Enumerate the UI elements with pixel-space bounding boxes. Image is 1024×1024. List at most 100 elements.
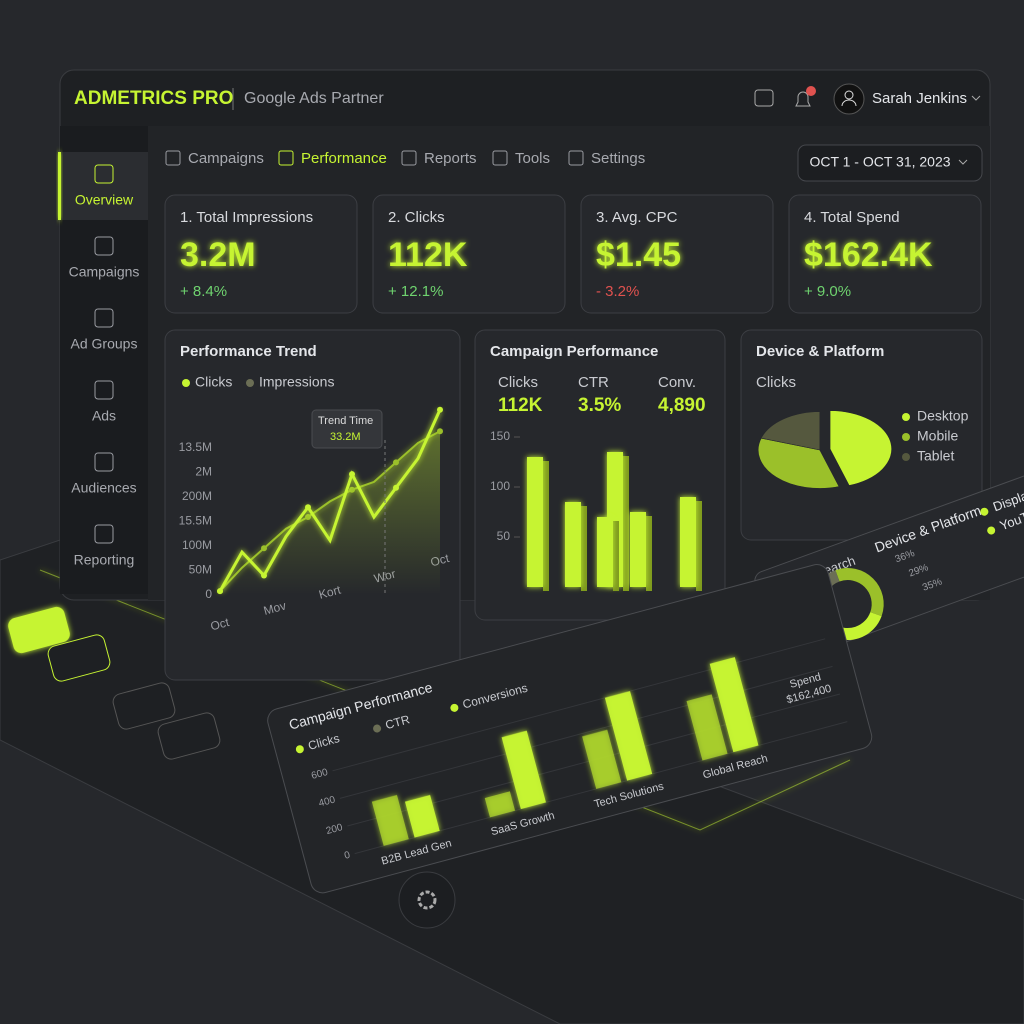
- tooltip: [311, 409, 383, 449]
- legend-dot: [450, 703, 459, 712]
- metric-label: Conv.: [658, 374, 696, 391]
- legend-dot: [182, 379, 190, 387]
- point: [305, 504, 311, 511]
- y-tick-label: 50M: [189, 563, 212, 577]
- tab-icon: [568, 150, 584, 166]
- date-range[interactable]: OCT 1 - OCT 31, 2023: [809, 154, 950, 170]
- bar-side: [613, 521, 619, 591]
- metric-value: 112K: [498, 395, 543, 416]
- legend-label: Tablet: [917, 448, 954, 464]
- chevron: [971, 95, 981, 101]
- tab[interactable]: Settings: [591, 150, 645, 167]
- nav-item[interactable]: Audiences: [71, 480, 136, 496]
- bar: [404, 794, 440, 838]
- kpi-value: $1.45: [596, 236, 681, 274]
- user-name[interactable]: Sarah Jenkins: [872, 90, 967, 107]
- legend-dot: [902, 433, 910, 441]
- grid-line: [332, 638, 826, 772]
- point: [437, 406, 443, 413]
- panel-subtitle: Clicks: [756, 374, 796, 391]
- legend-dot: [902, 413, 910, 421]
- legend-dot: [980, 507, 989, 516]
- active-bar: [58, 152, 61, 220]
- bar-side: [543, 461, 549, 591]
- float-icon[interactable]: [111, 681, 176, 731]
- legend-dot: [295, 745, 304, 754]
- pie-slice: [829, 410, 893, 486]
- bar-side: [696, 501, 702, 591]
- point: [261, 572, 267, 579]
- bar: [527, 457, 543, 587]
- pie: [757, 410, 893, 489]
- tab-icon: [492, 150, 508, 166]
- legend-dot: [373, 724, 382, 733]
- message-icon[interactable]: [754, 89, 774, 107]
- grid-line: [339, 665, 833, 799]
- legend-dot: [246, 379, 254, 387]
- bell-icon[interactable]: [795, 91, 811, 107]
- bar: [604, 691, 653, 781]
- kpi-value: $162.4K: [804, 236, 933, 274]
- nav-item[interactable]: Overview: [75, 192, 134, 208]
- float-icon[interactable]: [6, 605, 71, 655]
- point: [437, 428, 443, 435]
- tab[interactable]: Campaigns: [188, 150, 264, 167]
- y-tick-label: 15.5M: [179, 514, 212, 528]
- y-tick-label: 50: [497, 529, 511, 543]
- settings-button[interactable]: [398, 871, 456, 929]
- nav-item[interactable]: Ad Groups: [71, 336, 138, 352]
- date-picker[interactable]: [797, 144, 983, 182]
- legend-dot: [902, 453, 910, 461]
- metric-label: Clicks: [498, 374, 538, 391]
- nav-icon: [94, 236, 114, 256]
- bar: [371, 794, 409, 846]
- metric-value: 3.5%: [578, 395, 621, 416]
- kpi-label: 1. Total Impressions: [180, 209, 313, 226]
- card: [788, 194, 982, 314]
- tab-icon: [278, 150, 294, 166]
- y-tick-label: 2M: [195, 465, 212, 479]
- brand: ADMETRICS PRO: [74, 88, 233, 109]
- kpi-label: 2. Clicks: [388, 209, 445, 226]
- kpi-label: 4. Total Spend: [804, 209, 900, 226]
- y-tick-label: 200: [325, 822, 344, 837]
- panel-title: Campaign Performance: [490, 343, 658, 360]
- y-tick-label: 13.5M: [179, 440, 212, 454]
- nav-icon: [94, 164, 114, 184]
- point: [305, 514, 311, 520]
- metric-label: CTR: [578, 374, 609, 391]
- legend-label: CTR: [384, 712, 412, 732]
- tab[interactable]: Tools: [515, 150, 550, 167]
- nav-item[interactable]: Campaigns: [69, 264, 140, 280]
- legend-label: Impressions: [259, 374, 334, 390]
- tab-icon: [165, 150, 181, 166]
- bar-side: [646, 516, 652, 591]
- float-icon[interactable]: [46, 633, 111, 683]
- legend-label: Desktop: [917, 408, 969, 424]
- donut-arc: [835, 568, 884, 617]
- gear-icon: [417, 890, 437, 910]
- chevron: [958, 159, 968, 165]
- subtitle: Google Ads Partner: [244, 90, 384, 107]
- tooltip-title: Trend Time: [318, 415, 373, 427]
- nav-icon: [94, 452, 114, 472]
- tab-icon: [401, 150, 417, 166]
- notification-dot: [806, 86, 816, 96]
- y-tick-label: 0: [205, 587, 212, 601]
- nav-item[interactable]: Reporting: [74, 552, 135, 568]
- bar: [680, 497, 696, 587]
- card: [580, 194, 774, 314]
- tab[interactable]: Reports: [424, 150, 477, 167]
- float-icon[interactable]: [156, 711, 221, 761]
- x-tick-label: Mov: [262, 599, 288, 618]
- legend-dot: [987, 526, 996, 535]
- kpi-change: + 8.4%: [180, 283, 227, 300]
- nav-item[interactable]: Ads: [92, 408, 116, 424]
- y-tick-label: 0: [343, 850, 352, 862]
- tab[interactable]: Performance: [301, 150, 387, 167]
- bar: [484, 791, 516, 818]
- metric-value: 4,890: [658, 395, 706, 416]
- pie-slice: [757, 437, 840, 489]
- y-tick-label: 400: [318, 794, 337, 809]
